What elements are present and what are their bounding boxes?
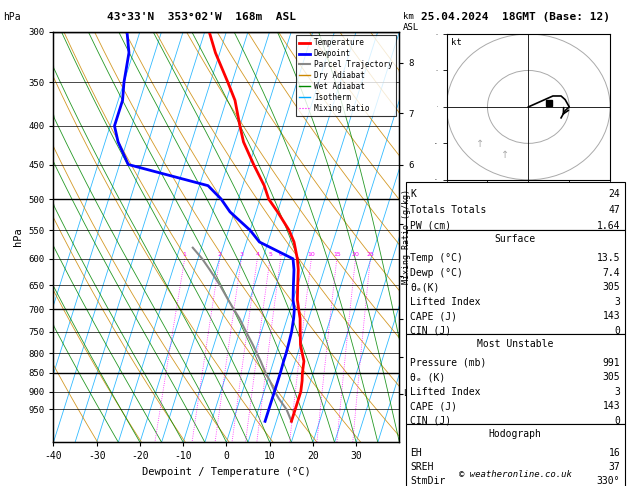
Text: SREH: SREH — [410, 462, 433, 472]
Text: Lifted Index: Lifted Index — [410, 297, 481, 307]
Text: θₑ(K): θₑ(K) — [410, 282, 440, 292]
Text: 330°: 330° — [597, 476, 620, 486]
Text: 20: 20 — [352, 252, 359, 257]
Text: $\uparrow$: $\uparrow$ — [474, 138, 484, 149]
Text: 3: 3 — [615, 297, 620, 307]
Text: hPa: hPa — [3, 12, 21, 22]
Text: 143: 143 — [603, 311, 620, 321]
Text: 10: 10 — [308, 252, 315, 257]
Text: 13.5: 13.5 — [597, 253, 620, 263]
Text: 1.64: 1.64 — [597, 221, 620, 231]
Text: PW (cm): PW (cm) — [410, 221, 451, 231]
Text: © weatheronline.co.uk: © weatheronline.co.uk — [459, 469, 572, 479]
Text: 3: 3 — [615, 387, 620, 397]
X-axis label: Dewpoint / Temperature (°C): Dewpoint / Temperature (°C) — [142, 467, 311, 477]
Text: 305: 305 — [603, 282, 620, 292]
Text: 15: 15 — [333, 252, 341, 257]
Text: 991: 991 — [603, 358, 620, 367]
Text: 5: 5 — [268, 252, 272, 257]
Text: 4: 4 — [255, 252, 259, 257]
Text: CAPE (J): CAPE (J) — [410, 401, 457, 411]
Text: 0: 0 — [615, 416, 620, 426]
Text: K: K — [410, 189, 416, 199]
Text: EH: EH — [410, 448, 422, 457]
Text: Hodograph: Hodograph — [489, 429, 542, 439]
Text: 3: 3 — [240, 252, 243, 257]
Text: Totals Totals: Totals Totals — [410, 205, 486, 215]
Text: Pressure (mb): Pressure (mb) — [410, 358, 486, 367]
Text: θₑ (K): θₑ (K) — [410, 372, 445, 382]
Text: 0: 0 — [615, 326, 620, 336]
Text: kt: kt — [450, 38, 462, 47]
Text: km
ASL: km ASL — [403, 12, 419, 32]
Text: 305: 305 — [603, 372, 620, 382]
Text: 24: 24 — [608, 189, 620, 199]
Text: 7.4: 7.4 — [603, 268, 620, 278]
Text: Surface: Surface — [494, 234, 536, 244]
Text: CIN (J): CIN (J) — [410, 416, 451, 426]
Text: $\uparrow$: $\uparrow$ — [499, 148, 509, 160]
Text: CIN (J): CIN (J) — [410, 326, 451, 336]
Text: StmDir: StmDir — [410, 476, 445, 486]
Text: Most Unstable: Most Unstable — [477, 339, 554, 349]
Y-axis label: hPa: hPa — [13, 227, 23, 246]
Text: Temp (°C): Temp (°C) — [410, 253, 463, 263]
Text: LCL: LCL — [403, 389, 418, 398]
Text: CAPE (J): CAPE (J) — [410, 311, 457, 321]
Text: Mixing Ratio (g/kg): Mixing Ratio (g/kg) — [403, 190, 411, 284]
Text: 25: 25 — [366, 252, 374, 257]
Text: 16: 16 — [608, 448, 620, 457]
Text: 1: 1 — [183, 252, 187, 257]
Text: 2: 2 — [218, 252, 221, 257]
Text: 47: 47 — [608, 205, 620, 215]
Text: 6: 6 — [279, 252, 282, 257]
Text: Dewp (°C): Dewp (°C) — [410, 268, 463, 278]
Text: 37: 37 — [608, 462, 620, 472]
Text: 25.04.2024  18GMT (Base: 12): 25.04.2024 18GMT (Base: 12) — [421, 12, 610, 22]
Text: 43°33'N  353°02'W  168m  ASL: 43°33'N 353°02'W 168m ASL — [107, 12, 296, 22]
Text: 143: 143 — [603, 401, 620, 411]
Text: Lifted Index: Lifted Index — [410, 387, 481, 397]
Y-axis label: km
ASL: km ASL — [423, 227, 438, 246]
Legend: Temperature, Dewpoint, Parcel Trajectory, Dry Adiabat, Wet Adiabat, Isotherm, Mi: Temperature, Dewpoint, Parcel Trajectory… — [296, 35, 396, 116]
